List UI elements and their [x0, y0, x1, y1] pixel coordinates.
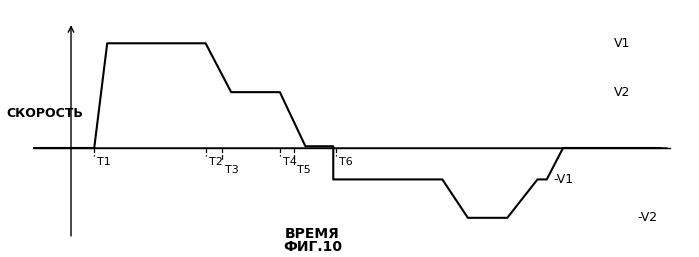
Text: T4: T4	[283, 157, 297, 167]
Text: ФИГ.10: ФИГ.10	[283, 241, 342, 254]
Text: ВРЕМЯ: ВРЕМЯ	[285, 226, 340, 241]
Text: V1: V1	[614, 37, 630, 50]
Text: -V1: -V1	[554, 173, 574, 186]
Text: СКОРОСТЬ: СКОРОСТЬ	[6, 107, 83, 120]
Text: T2: T2	[209, 157, 223, 167]
Text: -V2: -V2	[637, 211, 657, 224]
Text: T1: T1	[97, 157, 111, 167]
Text: V2: V2	[614, 86, 630, 99]
Text: T5: T5	[297, 166, 311, 176]
Text: T6: T6	[339, 157, 352, 167]
Text: T3: T3	[225, 166, 239, 176]
